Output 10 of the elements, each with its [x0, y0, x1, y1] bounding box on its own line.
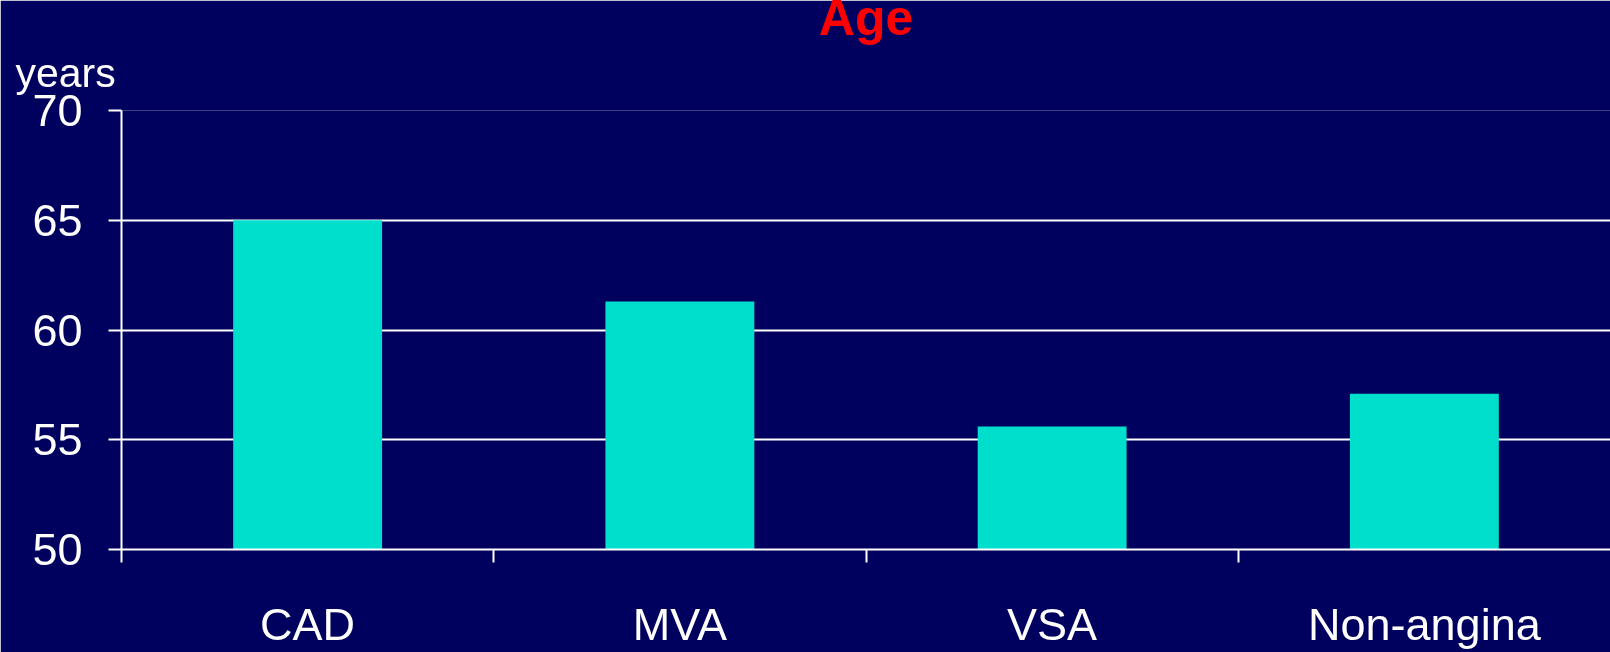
chart-title: Age: [818, 0, 914, 46]
y-tick-label: 55: [32, 414, 83, 466]
y-tick-label: 60: [32, 304, 83, 356]
x-tick-label: MVA: [632, 598, 727, 650]
y-tick-label: 50: [32, 524, 83, 575]
y-axis-title: years: [15, 49, 116, 96]
x-tick-label: Non-angina: [1308, 598, 1542, 650]
x-tick-label: CAD: [260, 598, 356, 650]
y-tick-label: 65: [32, 194, 83, 246]
x-tick-label: VSA: [1007, 598, 1098, 650]
